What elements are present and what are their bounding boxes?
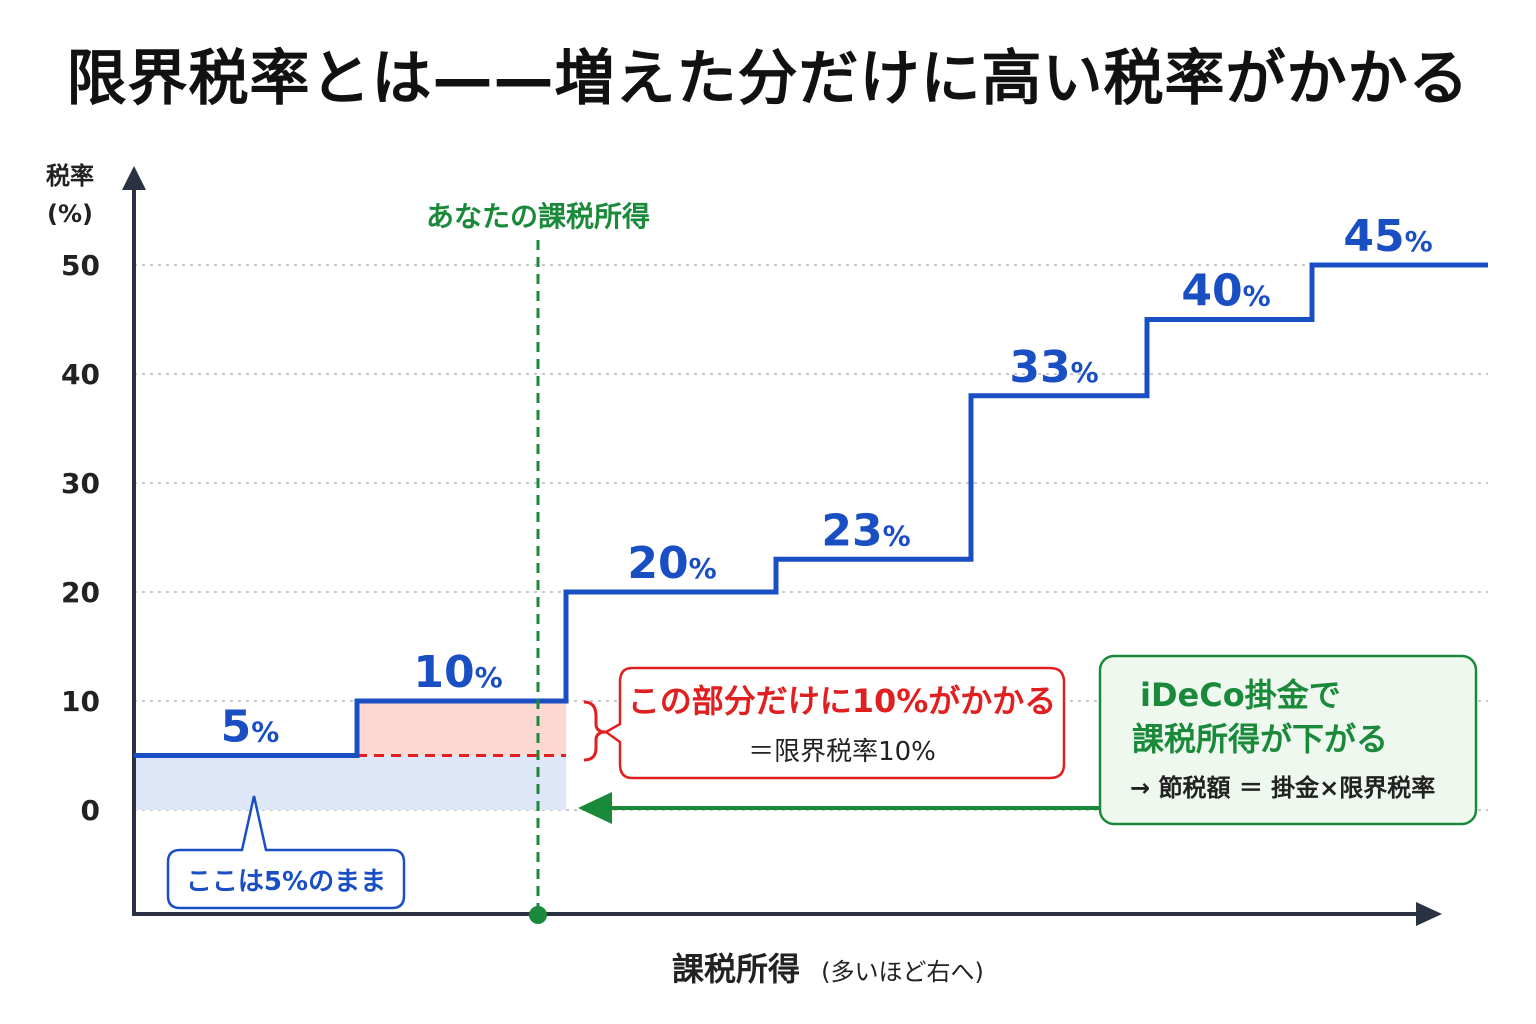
y-tick-label: 50 [61, 249, 100, 282]
rate-label-20: 20% [627, 538, 716, 589]
blue-callout-text: ここは5%のまま [186, 867, 386, 897]
y-tick-labels: 0 10 20 30 40 50 [61, 249, 100, 827]
step-series [134, 262, 1488, 758]
y-axis-label-line2: (%) [47, 200, 93, 228]
rate-labels: 5% 10% 20% 23% 33% 40% 45% [221, 211, 1433, 753]
green-callout-box [1098, 654, 1478, 826]
income-marker-dot [529, 906, 547, 924]
rate-label-40: 40% [1181, 266, 1270, 317]
red-region-fill [357, 701, 566, 756]
y-axis-label-line1: 税率 [46, 162, 94, 190]
x-axis-label: 課税所得 (多いほど右へ) [672, 950, 984, 988]
rate-label-5: 5% [221, 702, 280, 753]
red-brace [583, 700, 607, 762]
green-callout-line3: → 節税額 ＝ 掛金×限界税率 [1130, 774, 1435, 802]
y-axis-arrow [122, 166, 146, 190]
highlight-fills [136, 701, 566, 810]
blue-callout-box [166, 795, 406, 910]
rate-label-45: 45% [1343, 211, 1432, 262]
y-tick-label: 40 [61, 358, 100, 391]
step-line [134, 262, 1488, 758]
income-marker-label: あなたの課税所得 [426, 200, 650, 233]
x-axis-label-note: (多いほど右へ) [821, 958, 984, 986]
red-callout-box [603, 666, 1066, 780]
axes [122, 166, 1442, 926]
red-callout-line2: ＝限界税率10% [748, 737, 936, 767]
blue-region-fill [136, 755, 566, 810]
y-tick-label: 10 [61, 685, 100, 718]
rate-label-33: 33% [1009, 342, 1098, 393]
page-title: 限界税率とは——増えた分だけに高い税率がかかる [66, 44, 1470, 114]
green-callout-line1: iDeCo掛金で [1140, 676, 1341, 714]
x-axis-label-main: 課税所得 [672, 950, 800, 988]
green-callout-line2: 課税所得が下がる [1132, 720, 1388, 758]
y-tick-label: 0 [81, 794, 100, 827]
x-axis-arrow [1416, 902, 1442, 926]
rate-label-10: 10% [413, 647, 502, 698]
red-callout-line1: この部分だけに10%がかかる [628, 682, 1057, 720]
y-tick-label: 20 [61, 576, 100, 609]
rate-label-23: 23% [821, 505, 910, 556]
y-tick-label: 30 [61, 467, 100, 500]
green-arrow-head [578, 792, 612, 824]
